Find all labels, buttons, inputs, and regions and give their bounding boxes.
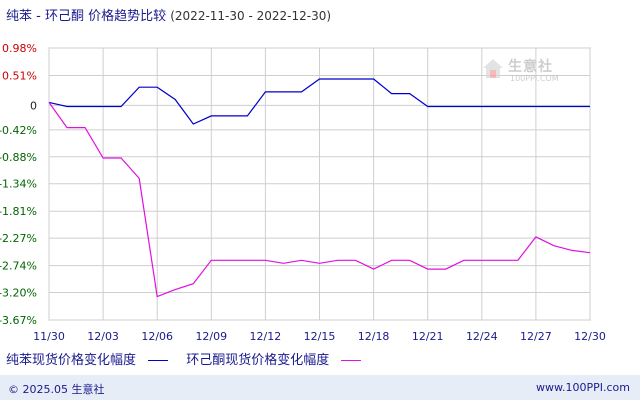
- y-tick-label: -1.81%: [0, 205, 37, 218]
- chart-title-range: (2022-11-30 - 2022-12-30): [170, 9, 332, 23]
- x-tick-label: 12/30: [574, 330, 606, 343]
- x-tick-label: 12/09: [195, 330, 227, 343]
- copyright-text: © 2025.05 生意社: [8, 383, 105, 396]
- x-tick-label: 12/06: [141, 330, 173, 343]
- series-line-1: [48, 78, 590, 125]
- legend-swatch-series1: [148, 360, 169, 361]
- y-tick-label: -2.74%: [0, 260, 37, 273]
- y-tick-label: 0: [30, 99, 37, 112]
- legend-item-series2: 环己酮现货价格变化幅度: [186, 349, 362, 368]
- series-line-2: [48, 102, 591, 298]
- legend-item-series1: 纯苯现货价格变化幅度: [6, 349, 169, 368]
- y-tick-label: 0.98%: [2, 42, 37, 55]
- x-tick-label: 12/12: [250, 330, 282, 343]
- y-tick-label: 0.51%: [2, 69, 37, 82]
- chart-legend: 纯苯现货价格变化幅度 环己酮现货价格变化幅度: [6, 349, 375, 368]
- x-tick-label: 12/18: [358, 330, 390, 343]
- x-tick-label: 12/27: [520, 330, 552, 343]
- y-tick-label: -3.20%: [0, 287, 37, 300]
- legend-label-series2: 环己酮现货价格变化幅度: [186, 353, 330, 368]
- y-tick-label: -1.34%: [0, 178, 37, 191]
- y-tick-label: -0.88%: [0, 151, 37, 164]
- watermark-url: 100PPI.COM: [510, 74, 559, 83]
- x-tick-label: 12/24: [466, 330, 498, 343]
- x-tick-label: 12/15: [304, 330, 336, 343]
- watermark-brand: 生意社: [508, 59, 553, 75]
- x-tick-label: 11/30: [33, 330, 65, 343]
- x-tick-label: 12/21: [412, 330, 444, 343]
- site-link[interactable]: www.100PPI.com: [536, 381, 630, 394]
- watermark: 生意社 100PPI.COM: [482, 56, 578, 86]
- legend-label-series1: 纯苯现货价格变化幅度: [6, 353, 137, 368]
- y-tick-label: -0.42%: [0, 124, 37, 137]
- y-tick-label: -3.67%: [0, 314, 37, 327]
- line-chart: 0.98% 0.51% 0 -0.42% -0.88% -1.34% -1.81% -2.27…: [0, 42, 606, 343]
- chart-title-main: 纯苯 - 环己酮 价格趋势比较: [6, 9, 167, 24]
- x-tick-label: 12/03: [87, 330, 119, 343]
- y-tick-label: -2.27%: [0, 232, 37, 245]
- footer-bar: © 2025.05 生意社 www.100PPI.com: [0, 375, 640, 400]
- legend-swatch-series2: [341, 360, 362, 361]
- watermark-house-icon: [483, 59, 503, 78]
- chart-title: 纯苯 - 环己酮 价格趋势比较 (2022-11-30 - 2022-12-30…: [6, 5, 331, 24]
